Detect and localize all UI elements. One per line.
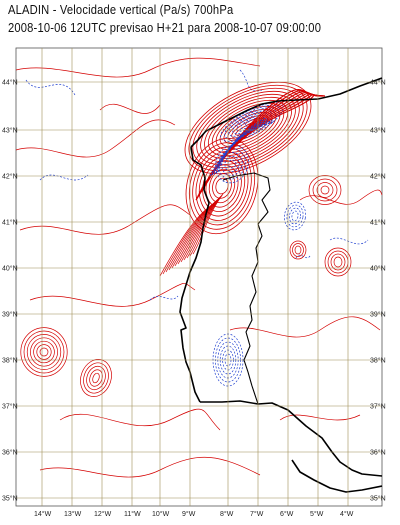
lon-label: 5°W [310,510,324,518]
lat-label-right: 41°N [370,219,386,227]
positive-contour [308,175,342,205]
positive-contour [99,103,161,114]
positive-contour [83,362,109,394]
positive-contour [36,344,52,360]
positive-contour [299,189,383,205]
positive-contour [294,245,302,255]
positive-contour [39,347,49,357]
lat-label-right: 36°N [370,449,386,457]
positive-contour [279,414,361,421]
positive-contour [333,256,343,268]
positive-contour [292,243,304,257]
lon-label: 9°W [182,510,196,518]
lon-label: 13°W [64,510,82,518]
positive-contour [59,408,221,431]
negative-contour [291,210,299,222]
lon-label: 11°W [124,510,141,518]
lat-label-right: 42°N [370,173,386,181]
lat-label-right: 40°N [370,265,386,273]
positive-contour [92,372,100,384]
negative-contour [215,120,272,174]
lon-label: 14°W [34,510,52,518]
lat-label-right: 44°N [370,79,386,87]
positive-contour [198,91,322,195]
lat-label-left: 36°N [2,449,18,457]
positive-contour [188,84,308,172]
lat-label-left: 41°N [2,219,18,227]
negative-contour [215,144,249,184]
positive-contour [39,456,261,478]
lon-label: 6°W [280,510,294,518]
iberia-west-coast [179,146,210,403]
lat-label-right: 38°N [370,357,386,365]
negative-contour [149,295,179,301]
negative-contour [217,121,274,173]
negative-contour [220,102,284,142]
positive-contour [320,185,330,195]
positive-contour [19,204,191,235]
positive-contour [33,340,55,364]
positive-contour [289,240,307,260]
lat-label-right: 37°N [370,403,386,411]
negative-contour [286,204,304,228]
map-title: ALADIN - Velocidade vertical (Pa/s) 700h… [8,2,234,17]
positive-contour [229,316,381,338]
lon-label: 8°W [220,510,234,518]
positive-contour [185,137,259,235]
positive-contour [29,283,196,307]
lon-label: 10°W [152,510,170,518]
positive-contour [202,160,242,212]
lat-label-left: 40°N [2,265,18,273]
lon-label: 4°W [340,510,354,518]
negative-contour [39,174,89,181]
lat-label-right: 35°N [370,495,386,503]
positive-contour [86,365,106,391]
lat-label-left: 37°N [2,403,18,411]
negative-contour [25,79,76,96]
positive-contour [195,151,249,221]
negative-contour [211,118,268,176]
positive-contour [312,178,338,202]
lon-label: 7°W [250,510,264,518]
lat-label-right: 39°N [370,311,386,319]
positive-contour [183,196,221,261]
morocco-coast [291,459,383,493]
lat-label-left: 35°N [2,495,18,503]
negative-contour [284,201,306,231]
lat-label-left: 43°N [2,127,18,135]
positive-contour [89,369,103,387]
positive-contour [15,57,261,78]
positive-contour [215,177,229,195]
positive-contour [330,253,346,271]
map-subtitle: 2008-10-06 12UTC previsao H+21 para 2008… [8,20,322,35]
positive-contour [26,334,62,370]
lat-label-left: 38°N [2,357,18,365]
positive-contour [15,119,176,158]
negative-contour [289,207,301,225]
positive-contour [30,337,58,367]
southern-coast [200,400,383,477]
negative-contour [213,119,270,175]
lon-label: 12°W [94,510,112,518]
lat-lon-grid [16,48,382,506]
coastline [179,77,383,493]
positive-contour [192,193,224,255]
positive-contour [316,182,334,198]
positive-contour [324,247,352,277]
iberia-north-coast [190,77,383,148]
lat-label-left: 42°N [2,173,18,181]
positive-contour [80,359,112,397]
positive-contour [23,330,65,374]
lat-label-right: 43°N [370,127,386,135]
positive-contour [20,327,68,377]
graticule-labels: 44°N 44°N 43°N 43°N 42°N 42°N 41°N 41°N 40°N 40°N… [2,79,386,519]
negative-contour [224,155,240,173]
positive-contour [184,81,312,175]
lat-label-left: 44°N [2,79,18,87]
negative-contour [329,237,369,245]
lat-label-left: 39°N [2,311,18,319]
contour-field [15,57,383,478]
map-frame [15,47,383,507]
